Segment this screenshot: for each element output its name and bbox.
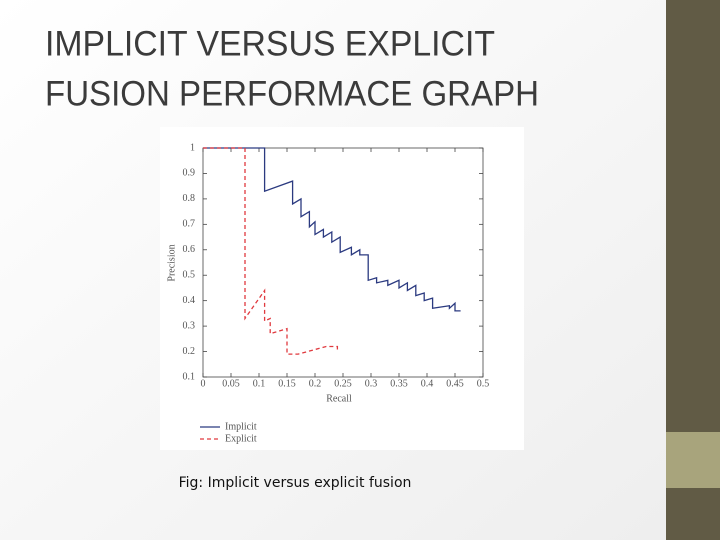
y-tick-label: 1	[190, 142, 195, 153]
y-tick-label: 0.7	[183, 219, 196, 230]
caption: Fig: Implicit versus explicit fusion	[179, 475, 412, 491]
chart-image	[160, 127, 524, 450]
legend-label: Implicit	[225, 421, 257, 432]
y-axis-label: Precision	[166, 244, 177, 281]
y-tick-label: 0.6	[183, 244, 196, 255]
x-tick-label: 0.2	[309, 378, 322, 389]
y-tick-label: 0.5	[183, 270, 196, 281]
y-tick-label: 0.1	[183, 371, 196, 382]
series-line	[203, 147, 339, 355]
x-tick-label: 0.4	[421, 378, 434, 389]
x-tick-label: 0.3	[365, 378, 378, 389]
x-tick-label: 0.05	[222, 378, 240, 389]
side-accent	[666, 432, 720, 488]
y-tick-label: 0.3	[183, 320, 196, 331]
x-tick-label: 0	[201, 378, 206, 389]
x-tick-label: 0.45	[446, 378, 464, 389]
x-tick-label: 0.15	[278, 378, 296, 389]
x-axis-label: Recall	[326, 393, 352, 404]
x-tick-label: 0.35	[390, 378, 408, 389]
y-tick-label: 0.9	[183, 168, 196, 179]
x-tick-label: 0.25	[334, 378, 352, 389]
y-tick-label: 0.4	[183, 295, 196, 306]
slide-title: IMPLICIT VERSUS EXPLICIT	[45, 24, 495, 63]
y-tick-label: 0.8	[183, 193, 196, 204]
x-tick-label: 0.5	[477, 378, 490, 389]
series-line	[203, 147, 461, 312]
slide-title: FUSION PERFORMACE GRAPH	[45, 74, 539, 113]
y-tick-label: 0.2	[183, 346, 196, 357]
x-tick-label: 0.1	[253, 378, 266, 389]
legend-label: Explicit	[225, 433, 257, 444]
